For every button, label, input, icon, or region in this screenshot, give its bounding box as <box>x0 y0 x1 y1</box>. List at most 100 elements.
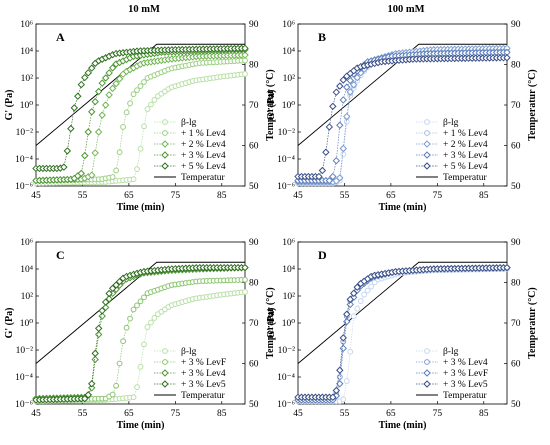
data-point <box>130 394 137 401</box>
legend-marker <box>424 130 430 136</box>
y2-axis-label: Temperatur (°C) <box>265 287 276 359</box>
data-point <box>350 289 358 298</box>
y-axis-label: G' (Pa) <box>4 308 15 339</box>
data-point <box>242 276 248 283</box>
data-point <box>67 124 75 133</box>
legend-item: β-lg <box>154 347 197 357</box>
data-point <box>101 298 110 306</box>
y-tick-label: 10⁶ <box>282 238 295 248</box>
series-4 <box>294 54 511 181</box>
data-point <box>109 391 116 398</box>
legend-label: β-lg <box>181 118 197 128</box>
series-3 <box>294 263 511 401</box>
data-point <box>339 344 347 353</box>
data-point <box>141 79 147 85</box>
data-point <box>141 294 147 301</box>
legend-marker <box>161 380 169 388</box>
y-tick-label: 10⁴ <box>20 47 34 57</box>
legend-label: + 3 % LevF <box>443 369 488 379</box>
data-point <box>242 289 248 295</box>
y2-tick-label: 70 <box>249 319 259 329</box>
y-tick-label: 10² <box>21 74 34 84</box>
chart-panel-c: 45 55 65 75 85 10⁻⁶ 10⁻⁴ 10⁻² 10⁰ 10² 10⁴ 10⁶ 50 60 70… <box>4 238 276 431</box>
legend-marker <box>161 151 169 159</box>
x-tick-label: 75 <box>433 191 443 201</box>
y2-tick-label: 50 <box>511 400 521 410</box>
y-tick-label: 10⁻⁶ <box>277 400 295 410</box>
legend-marker <box>423 369 431 377</box>
data-point <box>141 123 147 130</box>
y-tick-label: 10⁶ <box>20 20 33 30</box>
y2-tick-label: 70 <box>511 319 521 329</box>
data-point <box>144 324 151 330</box>
x-tick-label: 65 <box>124 409 134 419</box>
data-point <box>120 338 126 345</box>
y-tick-label: 10⁻⁶ <box>277 182 295 192</box>
data-point <box>343 378 350 384</box>
legend-item: + 3 % Lev5 <box>154 380 226 390</box>
y-tick-label: 10⁻⁴ <box>15 373 34 383</box>
legend-marker <box>162 130 168 136</box>
y2-tick-label: 90 <box>249 20 259 30</box>
data-point <box>127 100 133 107</box>
data-point <box>88 380 96 388</box>
y2-tick-label: 70 <box>511 101 521 111</box>
legend-item: + 3 % Lev4 <box>416 358 488 368</box>
legend-item: + 2 % Lev4 <box>154 140 226 150</box>
y2-tick-label: 50 <box>249 182 259 192</box>
data-point <box>148 319 154 326</box>
legend-item-temperature: Temperatur <box>154 173 225 183</box>
data-point <box>353 73 361 82</box>
legend-item: + 1 % Lev4 <box>154 129 226 139</box>
data-point <box>77 80 85 89</box>
data-point <box>108 64 117 72</box>
data-point <box>339 334 347 342</box>
data-point <box>84 69 92 77</box>
y-tick-label: 10⁰ <box>20 101 34 111</box>
data-point <box>116 360 123 367</box>
data-point <box>98 111 106 119</box>
data-point <box>329 102 337 111</box>
legend-marker <box>424 359 430 365</box>
legend-label: + 5 % Lev4 <box>443 162 488 172</box>
data-point <box>343 310 351 318</box>
x-tick-label: 45 <box>31 191 41 201</box>
y2-tick-label: 80 <box>249 279 259 289</box>
y2-tick-label: 70 <box>249 101 259 111</box>
data-point <box>325 123 334 131</box>
legend-item: + 3 % Lev4 <box>154 369 226 379</box>
data-point <box>340 396 347 403</box>
legend-label: + 3 % Lev4 <box>443 358 488 368</box>
legend-label: + 1 % Lev4 <box>181 129 226 139</box>
data-point <box>137 298 144 305</box>
y2-tick-label: 50 <box>511 182 521 192</box>
data-point <box>60 163 68 171</box>
series-3 <box>32 263 249 404</box>
data-point <box>346 295 354 304</box>
y2-tick-label: 60 <box>511 142 521 152</box>
data-point <box>134 166 140 173</box>
data-point <box>113 167 120 174</box>
data-point <box>70 104 79 112</box>
x-tick-label: 75 <box>171 191 181 201</box>
chart-panel-a: 45 55 65 75 85 10⁻⁶ 10⁻⁴ 10⁻² 10⁰ 10² 10⁴ 10⁶ 50 60 70… <box>4 20 276 213</box>
data-point <box>339 144 347 153</box>
data-point <box>88 108 96 116</box>
y-tick-label: 10⁻⁶ <box>15 182 33 192</box>
legend-item: + 1 % Lev4 <box>416 129 488 139</box>
data-point <box>339 76 347 84</box>
legend-label: Temperatur <box>443 173 487 183</box>
legend-label: + 3 % LevF <box>181 358 226 368</box>
data-point <box>336 82 344 90</box>
data-point <box>346 88 354 96</box>
x-tick-label: 45 <box>293 409 303 419</box>
y2-tick-label: 60 <box>249 360 259 370</box>
data-point <box>350 313 357 320</box>
x-axis-label: Time (min) <box>379 420 427 431</box>
data-point <box>347 348 354 355</box>
y2-tick-label: 60 <box>249 142 259 152</box>
y-tick-label: 10⁻² <box>278 128 296 138</box>
legend-marker <box>162 119 168 125</box>
data-point <box>108 284 117 293</box>
